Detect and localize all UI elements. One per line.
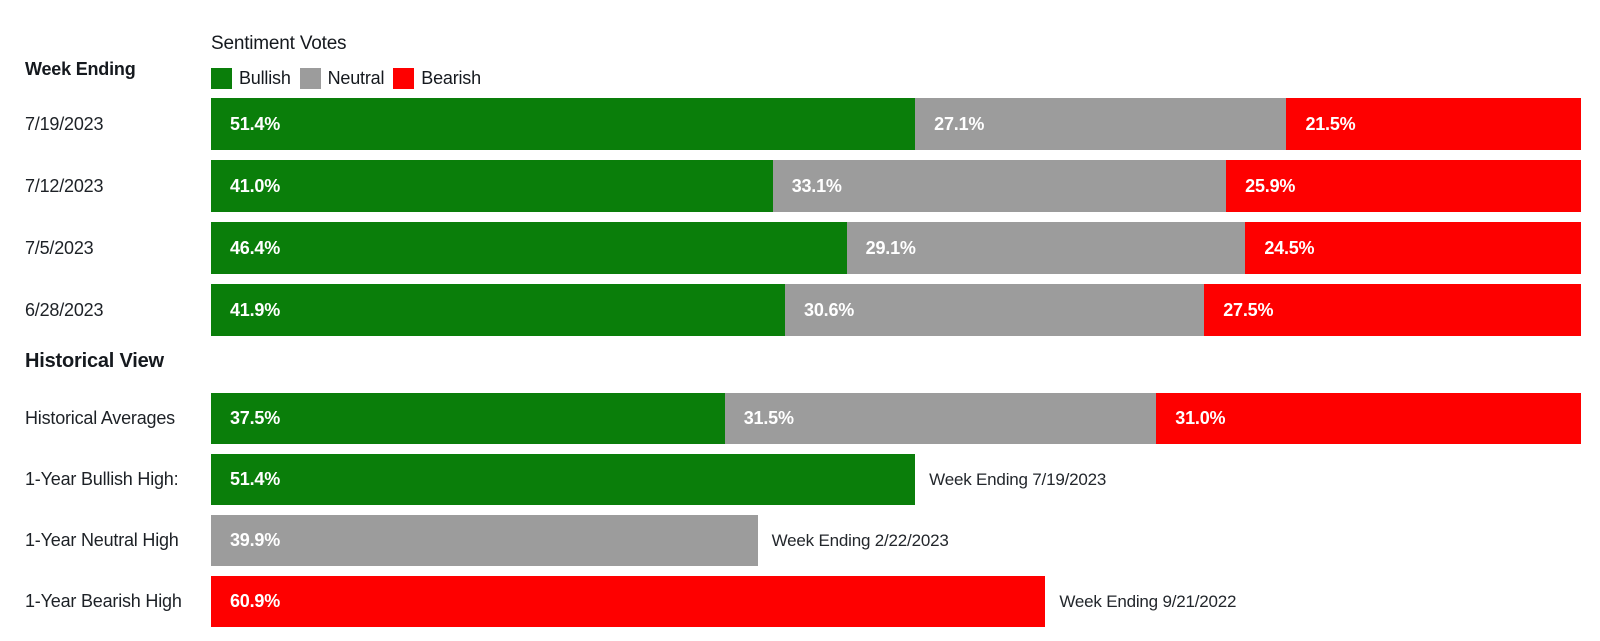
one-year-bearish-high-label: 1-Year Bearish High — [25, 591, 182, 611]
bearish-high-week-annotation: Week Ending 9/21/2022 — [1059, 591, 1237, 611]
stacked-bar: 46.4% 29.1% 24.5% — [211, 222, 1581, 274]
weekly-sentiment-row: 7/19/2023 51.4% 27.1% 21.5% — [0, 98, 1600, 150]
weekly-sentiment-row: 7/12/2023 41.0% 33.1% 25.9% — [0, 160, 1600, 212]
chart-title: Sentiment Votes — [211, 33, 347, 54]
weekly-sentiment-row: 6/28/2023 41.9% 30.6% 27.5% — [0, 284, 1600, 336]
bearish-value-label: 24.5% — [1264, 237, 1315, 258]
neutral-bar-segment: 39.9% — [211, 515, 758, 566]
one-year-bullish-high-label: 1-Year Bullish High: — [25, 469, 179, 489]
neutral-legend-label: Neutral — [327, 67, 385, 88]
stacked-bar: 41.0% 33.1% 25.9% — [211, 160, 1581, 212]
neutral-bar-segment: 31.5% — [724, 393, 1157, 444]
stacked-bar: 41.9% 30.6% 27.5% — [211, 284, 1581, 336]
bearish-value-label: 25.9% — [1245, 175, 1296, 196]
single-bar: 39.9% Week Ending 2/22/2023 — [211, 515, 1581, 566]
neutral-bar-segment: 27.1% — [915, 98, 1287, 150]
bullish-bar-segment: 37.5% — [211, 393, 725, 444]
bullish-bar-segment: 51.4% — [211, 454, 916, 505]
bearish-value-label: 21.5% — [1305, 113, 1356, 134]
bearish-value-label: 31.0% — [1175, 408, 1226, 428]
neutral-bar-segment: 30.6% — [785, 284, 1205, 336]
chart-legend: Bullish Neutral Bearish — [211, 66, 490, 90]
bullish-value-label: 51.4% — [230, 469, 281, 489]
bullish-bar-segment: 46.4% — [211, 222, 847, 274]
stacked-bar: 37.5% 31.5% 31.0% — [211, 393, 1581, 444]
bullish-bar-segment: 41.0% — [211, 160, 773, 212]
neutral-value-label: 30.6% — [804, 299, 855, 320]
single-bar: 60.9% Week Ending 9/21/2022 — [211, 576, 1581, 627]
bearish-bar-segment: 25.9% — [1226, 160, 1581, 212]
neutral-value-label: 39.9% — [230, 530, 281, 550]
neutral-value-label: 33.1% — [791, 175, 842, 196]
bearish-bar-segment: 24.5% — [1245, 222, 1581, 274]
neutral-value-label: 27.1% — [934, 113, 985, 134]
stacked-bar: 51.4% 27.1% 21.5% — [211, 98, 1581, 150]
bearish-bar-segment: 21.5% — [1286, 98, 1581, 150]
bearish-bar-segment: 60.9% — [211, 576, 1046, 627]
neutral-bar-segment: 33.1% — [772, 160, 1227, 212]
neutral-value-label: 31.5% — [743, 408, 794, 428]
bullish-legend-swatch — [211, 67, 232, 89]
single-bar: 51.4% Week Ending 7/19/2023 — [211, 454, 1581, 505]
neutral-value-label: 29.1% — [865, 237, 916, 258]
week-ending-column-header: Week Ending — [25, 59, 136, 79]
neutral-legend-swatch — [299, 67, 321, 89]
one-year-neutral-high-row: 1-Year Neutral High 39.9% Week Ending 2/… — [0, 515, 1600, 566]
neutral-bar-segment: 29.1% — [846, 222, 1246, 274]
bullish-high-week-annotation: Week Ending 7/19/2023 — [929, 469, 1107, 489]
neutral-high-week-annotation: Week Ending 2/22/2023 — [771, 530, 949, 550]
one-year-neutral-high-label: 1-Year Neutral High — [25, 530, 179, 550]
week-ending-date: 7/19/2023 — [25, 113, 104, 134]
bullish-legend-label: Bullish — [239, 67, 291, 88]
bullish-value-label: 41.0% — [230, 175, 281, 196]
week-ending-date: 7/12/2023 — [25, 175, 104, 196]
bullish-value-label: 37.5% — [230, 408, 281, 428]
weekly-sentiment-row: 7/5/2023 46.4% 29.1% 24.5% — [0, 222, 1600, 274]
historical-view-header: Historical View — [25, 350, 164, 372]
week-ending-date: 6/28/2023 — [25, 299, 104, 320]
bearish-value-label: 60.9% — [230, 591, 281, 611]
bullish-bar-segment: 41.9% — [211, 284, 786, 336]
bearish-value-label: 27.5% — [1223, 299, 1274, 320]
historical-averages-label: Historical Averages — [25, 408, 175, 428]
bearish-bar-segment: 27.5% — [1204, 284, 1581, 336]
bullish-value-label: 41.9% — [230, 299, 281, 320]
one-year-bearish-high-row: 1-Year Bearish High 60.9% Week Ending 9/… — [0, 576, 1600, 627]
bullish-value-label: 46.4% — [230, 237, 281, 258]
week-ending-date: 7/5/2023 — [25, 237, 94, 258]
bearish-bar-segment: 31.0% — [1156, 393, 1581, 444]
bullish-bar-segment: 51.4% — [211, 98, 916, 150]
bearish-legend-label: Bearish — [421, 67, 481, 88]
bearish-legend-swatch — [393, 67, 415, 89]
one-year-bullish-high-row: 1-Year Bullish High: 51.4% Week Ending 7… — [0, 454, 1600, 505]
historical-averages-row: Historical Averages 37.5% 31.5% 31.0% — [0, 393, 1600, 444]
bullish-value-label: 51.4% — [230, 113, 281, 134]
